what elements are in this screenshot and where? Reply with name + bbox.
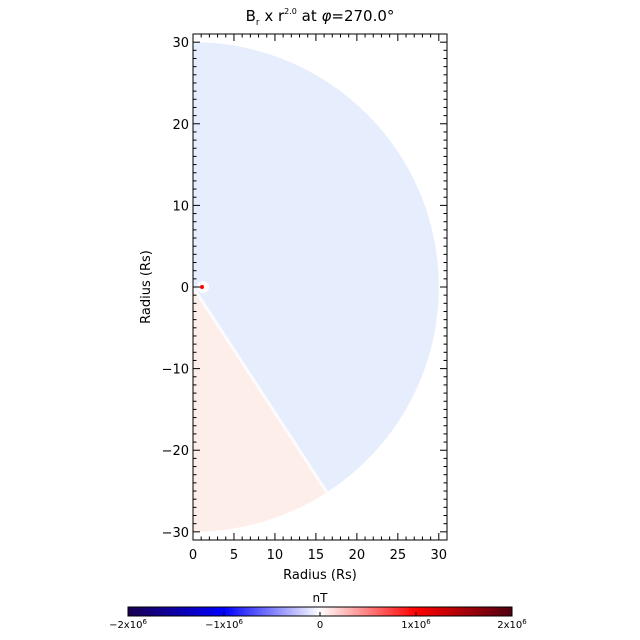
x-tick-label: 30 — [431, 548, 448, 563]
source-point — [200, 285, 204, 289]
colorbar-tick-label: 0 — [317, 620, 323, 631]
title-tail: at — [297, 7, 322, 25]
title-base: B — [246, 7, 256, 25]
colorbar: nT −2x106 −1x106 0 1x106 2x106 — [109, 591, 527, 631]
region-boundary — [193, 286, 329, 494]
x-tick-label: 20 — [349, 548, 366, 563]
y-tick-label: −20 — [162, 444, 189, 459]
y-tick-label: 20 — [172, 118, 189, 133]
svg-text:Br x r2.0 at φ=270.0°: Br x r2.0 at φ=270.0° — [246, 7, 395, 28]
title-exponent: 2.0 — [284, 7, 297, 16]
title-mid: x r — [260, 7, 285, 25]
plot-area — [193, 42, 439, 532]
x-tick-label: 10 — [267, 548, 284, 563]
y-tick-label: 0 — [181, 281, 189, 296]
x-axis-label: Radius (Rs) — [283, 568, 357, 583]
chart-title: Br x r2.0 at φ=270.0° — [246, 7, 395, 28]
y-tick-label: 10 — [172, 199, 189, 214]
y-axis: 30 20 10 0 −10 −20 −30 — [162, 33, 447, 541]
colorbar-tick-label: −2x106 — [109, 618, 147, 631]
title-phi-symbol: φ — [322, 7, 332, 25]
y-tick-label: 30 — [172, 36, 189, 51]
x-axis: 0 5 10 15 20 25 30 — [189, 34, 448, 563]
y-tick-label: −10 — [162, 363, 189, 378]
region-1 — [193, 287, 327, 532]
y-axis-label: Radius (Rs) — [139, 250, 154, 324]
colorbar-ticks: −2x106 −1x106 0 1x106 2x106 — [109, 612, 527, 631]
x-tick-label: 15 — [308, 548, 325, 563]
colorbar-unit-label: nT — [313, 591, 329, 605]
colorbar-tick-label: 1x106 — [401, 618, 431, 631]
x-tick-label: 0 — [189, 548, 197, 563]
x-tick-label: 25 — [390, 548, 407, 563]
title-phi-value: =270.0° — [331, 7, 394, 25]
x-tick-label: 5 — [230, 548, 238, 563]
y-tick-label: −30 — [162, 526, 189, 541]
title-base-subscript: r — [256, 18, 260, 28]
colorbar-tick-label: −1x106 — [205, 618, 243, 631]
colorbar-tick-label: 2x106 — [497, 618, 527, 631]
